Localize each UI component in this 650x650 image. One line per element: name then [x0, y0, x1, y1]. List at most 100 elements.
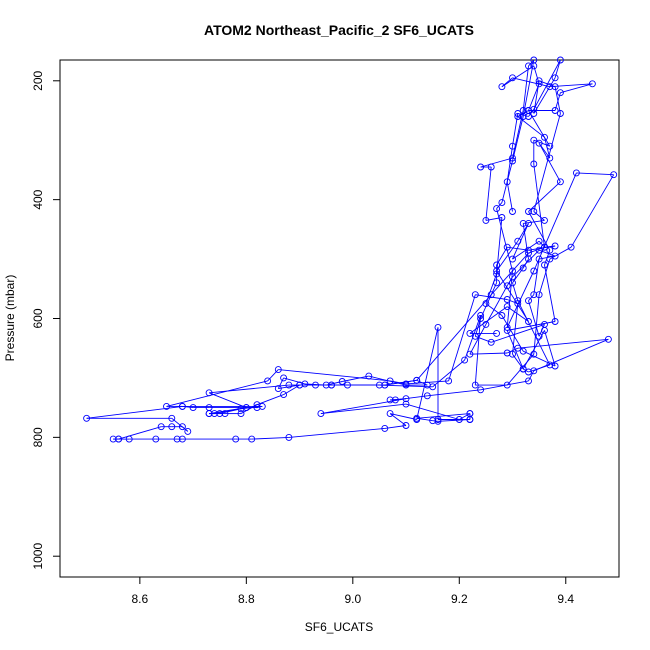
series-segment — [506, 181, 513, 212]
data-point — [285, 433, 293, 441]
data-point — [168, 414, 176, 422]
series-segment — [480, 282, 498, 319]
chart-title: ATOM2 Northeast_Pacific_2 SF6_UCATS — [204, 22, 474, 38]
data-point — [530, 267, 538, 275]
series-segment — [554, 86, 561, 114]
data-point — [402, 395, 410, 403]
data-point — [525, 62, 532, 70]
data-point — [429, 417, 437, 425]
data-point — [535, 237, 543, 245]
data-point — [525, 297, 532, 305]
series-segment — [560, 83, 593, 94]
series-segment — [533, 211, 545, 221]
data-point — [514, 113, 522, 120]
series-segment — [533, 113, 561, 212]
series-segment — [480, 157, 513, 168]
data-point — [551, 74, 559, 82]
data-point — [493, 270, 501, 278]
series-segment — [517, 300, 551, 366]
data-point — [509, 74, 516, 82]
data-point — [157, 423, 165, 431]
data-point — [402, 400, 410, 408]
data-point — [482, 300, 490, 308]
data-point — [509, 350, 516, 358]
data-point — [509, 157, 516, 165]
data-point — [184, 427, 192, 435]
series-segment — [288, 427, 385, 438]
data-point — [178, 435, 186, 443]
data-point — [525, 219, 532, 227]
series-segment — [485, 166, 492, 221]
data-point — [572, 169, 580, 177]
data-point — [535, 255, 543, 263]
series-segment — [528, 59, 535, 67]
data-point — [477, 163, 485, 171]
series-segment — [267, 369, 279, 382]
series-segment — [209, 384, 289, 394]
x-axis-label: SF6_UCATS — [305, 620, 373, 634]
data-point — [242, 404, 250, 412]
data-point — [455, 416, 463, 423]
series-segment — [390, 413, 417, 420]
data-point — [477, 386, 485, 394]
data-point — [503, 303, 511, 311]
data-point — [525, 318, 532, 325]
data-point — [493, 261, 501, 269]
data-point — [530, 105, 538, 113]
data-point — [173, 435, 181, 443]
data-point — [413, 376, 421, 384]
data-point — [381, 424, 389, 432]
data-point — [487, 291, 495, 299]
data-point — [541, 243, 548, 251]
series-segment — [533, 172, 577, 272]
data-point — [498, 214, 506, 221]
series-segment — [522, 258, 529, 269]
series-segment — [320, 403, 407, 415]
data-point — [525, 246, 532, 254]
series-segment — [512, 113, 519, 147]
series-segment — [219, 408, 242, 415]
series-segment — [469, 352, 508, 355]
data-point — [296, 381, 304, 389]
series-segment — [448, 294, 476, 382]
data-point — [509, 279, 516, 287]
data-point — [551, 362, 559, 370]
data-point — [375, 381, 383, 389]
data-point — [556, 110, 564, 117]
data-point — [232, 435, 240, 443]
data-point — [237, 405, 245, 413]
data-point — [541, 216, 548, 224]
data-point — [210, 410, 218, 418]
data-point — [466, 350, 474, 358]
data-point — [445, 377, 453, 385]
series-segment — [86, 405, 183, 419]
data-point — [237, 410, 245, 418]
data-point — [567, 243, 575, 251]
data-point — [535, 246, 543, 254]
series-segment — [512, 303, 519, 355]
series-segment — [208, 392, 247, 409]
data-point — [280, 374, 288, 382]
data-point — [519, 219, 527, 227]
data-point — [83, 414, 91, 422]
data-point — [556, 178, 564, 186]
series-segment — [528, 364, 550, 373]
series-segment — [506, 306, 529, 322]
series-segment — [501, 77, 513, 88]
data-point — [503, 296, 511, 303]
series-segment — [469, 324, 487, 355]
data-point — [546, 83, 554, 91]
data-point — [152, 435, 160, 443]
data-point — [493, 279, 501, 287]
data-point — [503, 349, 511, 357]
series-segment — [523, 219, 545, 224]
series-segment — [507, 246, 529, 251]
data-point — [115, 435, 123, 443]
series-segment — [533, 294, 540, 355]
data-point — [381, 381, 389, 389]
series-segment — [533, 338, 609, 372]
data-point — [546, 246, 554, 254]
data-point — [471, 381, 479, 389]
data-point — [178, 423, 186, 431]
data-point — [274, 385, 282, 393]
